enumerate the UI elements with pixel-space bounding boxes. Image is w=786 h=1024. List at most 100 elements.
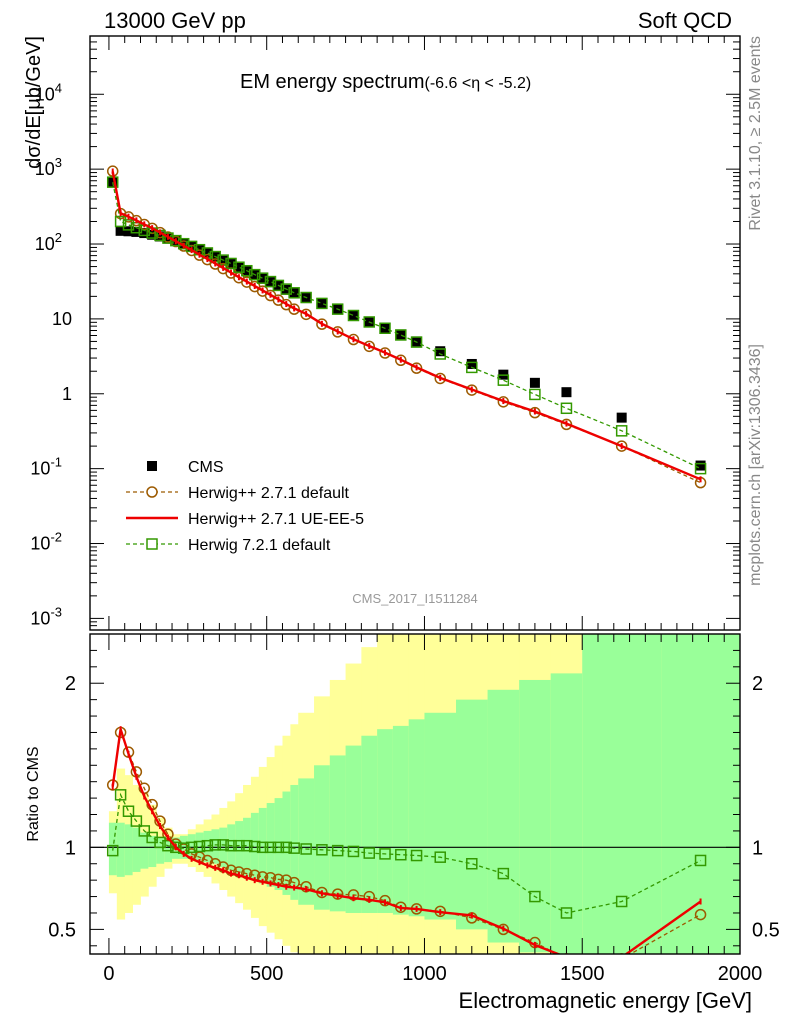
main-point-cms [695, 460, 706, 471]
main-y-tick-label: 10-2 [30, 530, 62, 554]
main-y-tick-label: 104 [35, 80, 62, 104]
main-point-herwig7-default [288, 287, 300, 299]
ratio-point-herwig7-default [114, 789, 127, 801]
legend-label: Herwig++ 2.7.1 UE-EE-5 [188, 511, 364, 528]
ratio-point-herwigpp-default [497, 923, 510, 936]
main-point-cms [616, 412, 627, 423]
ratio-point-herwig7-default [217, 839, 229, 851]
uncertainty-band-inner [187, 834, 197, 859]
main-point-herwig7-default [233, 261, 245, 273]
main-point-cms [348, 310, 359, 321]
main-point-cms [265, 277, 276, 288]
main-point-herwigpp-default [331, 326, 344, 338]
uncertainty-band-inner [148, 835, 157, 868]
uncertainty-band-inner [124, 824, 133, 876]
ratio-point-herwig7-default [130, 815, 143, 827]
uncertainty-band-inner [211, 829, 220, 864]
main-point-herwig7-default [379, 322, 391, 335]
uncertainty-band-inner [392, 725, 410, 915]
main-point-herwig7-default [395, 329, 407, 341]
uncertainty-band-inner [203, 830, 212, 863]
rivet-version-label: Rivet 3.1.10, ≥ 2.5M events [747, 36, 764, 231]
main-point-herwigpp-default [300, 308, 312, 321]
main-y-label: dσ/dE[μb/GeV] [23, 36, 45, 169]
ratio-y-label: Ratio to CMS [25, 746, 42, 841]
legend-label: Herwig++ 2.7.1 default [188, 485, 350, 502]
ratio-y-tick-label: 1 [65, 837, 76, 859]
uncertainty-band-inner [377, 729, 394, 913]
uncertainty-band-inner [156, 837, 165, 864]
header-left: 13000 GeV pp [104, 8, 246, 33]
main-point-cms [147, 229, 158, 240]
ratio-point-herwig7-default [466, 857, 478, 870]
main-point-herwig7-default [248, 268, 261, 281]
ratio-point-herwig7-default [248, 840, 261, 853]
main-point-herwig7-default [264, 275, 277, 288]
header-right: Soft QCD [638, 8, 732, 33]
x-tick-label: 1500 [560, 963, 605, 985]
ratio-point-herwig7-default [363, 847, 375, 859]
main-point-herwig7-default [225, 257, 237, 270]
main-point-herwigpp-default [410, 362, 423, 374]
main-line-herwig7-default [112, 182, 701, 470]
main-point-cms [561, 387, 572, 398]
legend: CMS Herwig++ 2.7.1 default Herwig++ 2.7.1 … [126, 459, 364, 554]
main-point-herwigpp-default [288, 303, 300, 315]
ratio-point-herwig7-default [233, 839, 245, 852]
main-point-cms [289, 288, 300, 299]
main-point-cms [202, 248, 213, 259]
main-point-herwig7-default [272, 279, 285, 292]
main-line-ue-ee-5 [111, 171, 702, 481]
ratio-point-herwig7-default [347, 845, 360, 858]
legend-marker-herwigpp-default [146, 486, 158, 498]
watermark: CMS_2017_I1511284 [352, 591, 478, 606]
ratio-point-herwig7-default [122, 805, 135, 817]
main-point-cms [435, 346, 446, 357]
main-y-tick-label: 102 [35, 230, 62, 254]
ratio-point-herwig7-default [193, 840, 206, 853]
uncertainty-band-inner [250, 812, 260, 881]
main-point-cms [131, 226, 142, 237]
main-point-herwig7-default [410, 336, 423, 348]
uncertainty-band-inner [582, 634, 662, 954]
uncertainty-band-inner [258, 807, 268, 884]
main-point-cms [241, 266, 252, 277]
main-point-herwigpp-default [363, 340, 375, 353]
main-point-herwig7-default [256, 272, 269, 284]
uncertainty-band-inner [329, 755, 346, 912]
uncertainty-band-inner [116, 822, 126, 877]
uncertainty-band-inner [266, 803, 275, 887]
ratio-point-herwig7-default [272, 841, 285, 854]
ratio-point-herwig7-default [434, 851, 446, 863]
main-point-herwig7-default [347, 309, 360, 322]
ratio-point-herwig7-default [615, 895, 628, 908]
main-y-tick-label: 103 [35, 155, 62, 179]
x-tick-label: 0 [103, 963, 114, 985]
x-tick-label: 2000 [718, 963, 763, 985]
uncertainty-band-inner [282, 791, 291, 895]
uncertainty-band-inner [456, 699, 488, 930]
ratio-point-herwig7-default [395, 848, 407, 861]
x-axis-label: Electromagnetic energy [GeV] [459, 988, 752, 1013]
ratio-point-herwig7-default [264, 841, 277, 854]
main-point-herwig7-default [114, 215, 127, 228]
ratio-point-herwig7-default [209, 839, 222, 851]
ratio-y-tick-label-right: 1 [752, 837, 763, 859]
uncertainty-band-inner [314, 765, 331, 910]
uncertainty-band-inner [274, 798, 283, 890]
ratio-point-herwig7-default [379, 848, 391, 860]
main-point-herwig7-default [331, 303, 344, 315]
main-panel: 10-3 10-2 10-1 1 10 102 103 104 EM energy spect… [23, 35, 741, 631]
ratio-point-herwig7-default [331, 844, 344, 857]
main-point-cms [466, 358, 477, 369]
ratio-point-herwig7-default [201, 839, 214, 852]
ratio-point-herwig7-default [138, 825, 151, 837]
uncertainty-band-inner [195, 832, 204, 861]
ratio-panel: 0.5 0.51 12 20 500 1000 1500 2000 Ratio to CMS … [25, 633, 780, 1013]
main-point-cms [139, 228, 150, 239]
main-point-herwigpp-default [615, 440, 628, 452]
main-point-cms [123, 226, 134, 237]
ratio-frame [89, 633, 741, 955]
main-point-cms [233, 262, 244, 273]
